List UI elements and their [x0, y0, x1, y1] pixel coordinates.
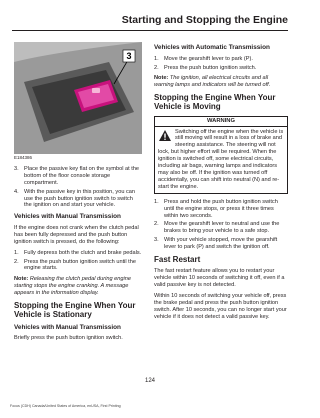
step-number: 2. [14, 258, 19, 265]
step: 3. Place the passive key flat on the symb… [14, 166, 142, 187]
step-text: Place the passive key flat on the symbol… [24, 165, 140, 186]
paragraph: Within 10 seconds of switching your vehi… [154, 292, 287, 320]
console-figure: 3 [14, 42, 142, 154]
subheading: Vehicles with Manual Transmission [14, 213, 121, 221]
step-number: 4. [14, 188, 19, 195]
heading: Stopping the Engine When Your Vehicle is… [14, 301, 136, 320]
paragraph: If the engine does not crank when the cl… [14, 224, 139, 245]
warning-title: WARNING [155, 117, 287, 127]
step-number: 1. [154, 198, 159, 205]
step: 2. Press the push button ignition switch. [154, 65, 288, 72]
step-text: Move the gearshift lever to park (P). [164, 55, 253, 62]
step-number: 1. [14, 249, 19, 256]
warning-body: Switching off the engine when the vehicl… [155, 127, 287, 193]
step: 1. Move the gearshift lever to park (P). [154, 56, 288, 63]
note: Note: Releasing the clutch pedal during … [14, 276, 142, 297]
step-text: Press the push button ignition switch un… [24, 258, 136, 272]
warning-icon [159, 129, 171, 141]
subheading: Vehicles with Manual Transmission [14, 323, 121, 331]
paragraph: Briefly press the push button ignition s… [14, 335, 123, 342]
step-list: 1. Fully depress both the clutch and brak… [14, 250, 142, 273]
step-list: 1. Press and hold the push button ignitio… [154, 199, 288, 251]
step-number: 3. [14, 165, 19, 172]
step: 2. Press the push button ignition switch … [14, 259, 142, 273]
step-list: 3. Place the passive key flat on the symb… [14, 166, 142, 209]
page: {"header":{"title":"Starting and Stoppin… [10, 14, 288, 408]
step-text: Move the gearshift lever to neutral and … [164, 221, 280, 235]
figure-id: E184386 [14, 155, 33, 160]
step-list: 1. Move the gearshift lever to park (P). … [154, 56, 288, 72]
step: 1. Fully depress both the clutch and brak… [14, 250, 142, 257]
paragraph: The fast restart feature allows you to r… [154, 268, 285, 289]
header-rule [12, 30, 288, 31]
page-title: Starting and Stopping the Engine [121, 14, 288, 26]
step: 4. With the passive key in this position,… [14, 189, 142, 210]
note-text: Releasing the clutch pedal during engine… [14, 276, 131, 297]
step-number: 3. [154, 237, 159, 244]
heading: Fast Restart [154, 255, 201, 265]
step-text: Press and hold the push button ignition … [164, 198, 278, 219]
step-number: 2. [154, 64, 159, 71]
note-label: Note: [14, 276, 29, 283]
right-column: Vehicles with Automatic Transmission 1. M… [154, 44, 288, 325]
step: 2. Move the gearshift lever to neutral an… [154, 221, 288, 235]
step-text: With your vehicle stopped, move the gear… [164, 237, 278, 251]
imprint: Focus (CDH) Canada/United States of Amer… [10, 404, 121, 408]
heading: Stopping the Engine When Your Vehicle is… [154, 93, 276, 112]
step-number: 2. [154, 221, 159, 228]
step-text: Press the push button ignition switch. [164, 64, 257, 71]
left-column: 3 E184386 3. Place the passive key flat o… [14, 42, 142, 346]
figure-callout: 3 [126, 51, 131, 61]
warning-text: Switching off the engine when the vehicl… [158, 128, 284, 190]
note-label: Note: [154, 75, 169, 82]
step-number: 1. [154, 55, 159, 62]
note-text: The ignition, all electrical circuits an… [154, 75, 271, 89]
step-text: With the passive key in this position, y… [24, 188, 135, 209]
warning-box: WARNING Switching off the engine when th… [154, 115, 288, 194]
page-number: 124 [144, 378, 155, 384]
step-text: Fully depress both the clutch and brake … [24, 249, 142, 256]
note: Note: The ignition, all electrical circu… [154, 75, 288, 89]
step: 1. Press and hold the push button ignitio… [154, 199, 288, 220]
step: 3. With your vehicle stopped, move the ge… [154, 237, 288, 251]
subheading: Vehicles with Automatic Transmission [154, 44, 270, 51]
